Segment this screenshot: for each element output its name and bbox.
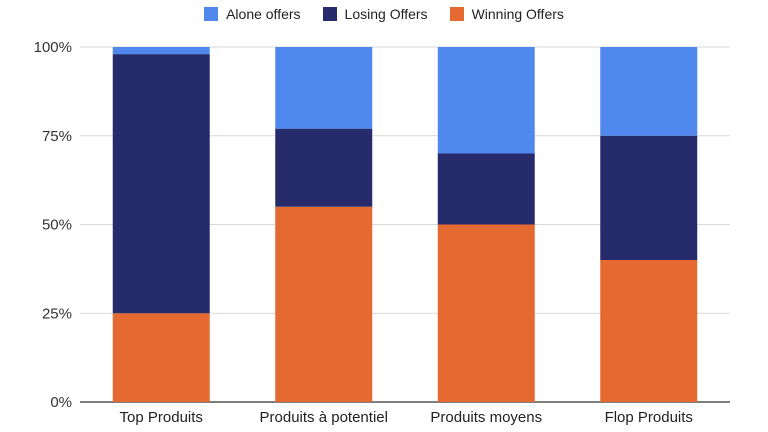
y-tick-label: 50% xyxy=(42,217,72,234)
x-tick-label: Produits à potentiel xyxy=(260,409,388,426)
x-tick-label: Top Produits xyxy=(120,409,203,426)
bar-segment-alone-offers-2[interactable] xyxy=(437,47,535,154)
y-tick-label: 100% xyxy=(34,39,72,56)
bar-segment-winning-offers-2[interactable] xyxy=(437,224,535,403)
bar-segment-alone-offers-1[interactable] xyxy=(275,47,373,129)
bar-segment-alone-offers-3[interactable] xyxy=(600,47,698,136)
legend-swatch-winning xyxy=(449,7,464,21)
bar-segment-winning-offers-1[interactable] xyxy=(275,206,373,402)
legend-item-alone[interactable]: Alone offers xyxy=(204,6,301,22)
bar-segment-losing-offers-1[interactable] xyxy=(275,128,373,207)
bar-segment-winning-offers-3[interactable] xyxy=(600,260,698,402)
legend: Alone offers Losing Offers Winning Offer… xyxy=(0,6,768,22)
legend-swatch-losing xyxy=(322,7,337,21)
y-tick-label: 0% xyxy=(50,394,72,411)
x-tick-label: Flop Produits xyxy=(605,409,693,426)
x-tick-label: Produits moyens xyxy=(430,409,542,426)
legend-label-losing: Losing Offers xyxy=(344,6,428,22)
y-axis: 0% 25% 50% 75% 100% xyxy=(34,39,72,411)
bar-segment-winning-offers-0[interactable] xyxy=(112,313,210,402)
x-axis: Top Produits Produits à potentiel Produits… xyxy=(120,409,693,426)
bar-segment-losing-offers-0[interactable] xyxy=(112,54,210,314)
bar-segment-alone-offers-0[interactable] xyxy=(112,47,210,55)
legend-item-winning[interactable]: Winning Offers xyxy=(449,6,564,22)
legend-item-losing[interactable]: Losing Offers xyxy=(322,6,428,22)
bars xyxy=(112,47,698,403)
legend-label-winning: Winning Offers xyxy=(471,6,564,22)
y-tick-label: 75% xyxy=(42,128,72,145)
bar-segment-losing-offers-3[interactable] xyxy=(600,135,698,260)
y-tick-label: 25% xyxy=(42,305,72,322)
bar-segment-losing-offers-2[interactable] xyxy=(437,153,535,225)
legend-label-alone: Alone offers xyxy=(226,6,301,22)
legend-swatch-alone xyxy=(204,7,219,21)
